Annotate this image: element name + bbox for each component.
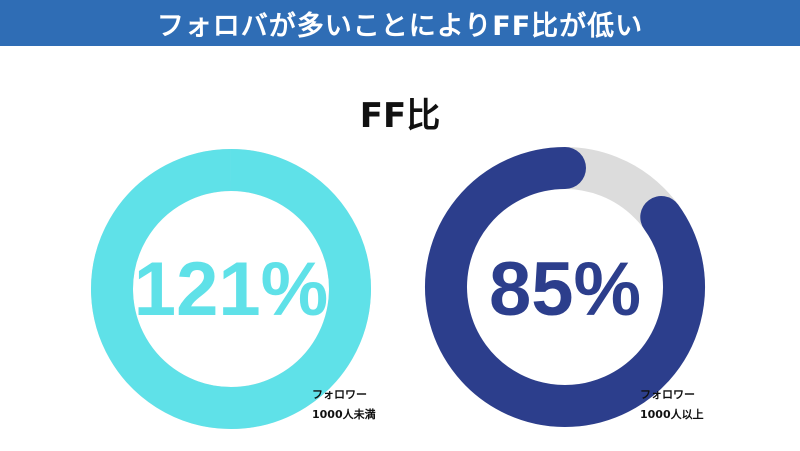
caption-under-1000-line1: フォロワー xyxy=(312,388,367,401)
donut-over-1000-svg xyxy=(425,147,705,427)
caption-over-1000-line1: フォロワー xyxy=(640,388,695,401)
donut-over-1000: 85% xyxy=(424,146,706,428)
donut-under-1000-svg xyxy=(91,149,371,429)
header-banner: フォロバが多いことによりFF比が低い xyxy=(0,0,800,46)
donut-under-1000: 121% xyxy=(90,148,372,430)
chart-title: FF比 xyxy=(359,96,441,136)
donut-over-1000-arc xyxy=(425,147,705,427)
donut-over-1000-value: 85% xyxy=(488,247,642,332)
caption-under-1000-line2: 1000人未満 xyxy=(312,408,376,421)
caption-over-1000: フォロワー 1000人以上 xyxy=(640,385,704,425)
donut-under-1000-value: 121% xyxy=(133,247,329,332)
caption-under-1000: フォロワー 1000人未満 xyxy=(312,385,376,425)
donut-under-1000-arc xyxy=(91,149,371,429)
banner-title: フォロバが多いことによりFF比が低い xyxy=(156,10,644,42)
caption-over-1000-line2: 1000人以上 xyxy=(640,408,704,421)
